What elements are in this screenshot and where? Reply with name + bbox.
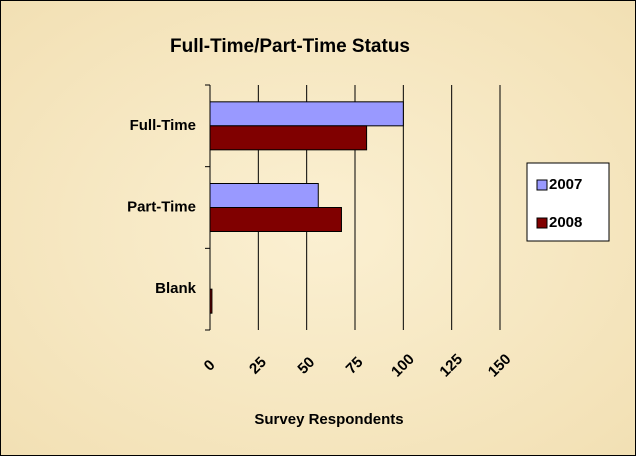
bar	[209, 101, 404, 127]
bar	[209, 183, 319, 208]
chart-title: Full-Time/Part-Time Status	[170, 36, 410, 57]
bar	[209, 125, 368, 151]
legend-swatch	[536, 179, 548, 191]
legend-swatch	[536, 217, 548, 229]
legend-label: 2007	[549, 176, 582, 193]
y-tick-label: Blank	[155, 280, 197, 297]
legend-label: 2008	[549, 214, 582, 231]
bar	[209, 207, 342, 232]
y-tick-label: Full-Time	[130, 117, 196, 134]
x-axis-label: Survey Respondents	[254, 411, 403, 428]
y-tick-label: Part-Time	[127, 198, 196, 215]
bar	[209, 288, 213, 314]
